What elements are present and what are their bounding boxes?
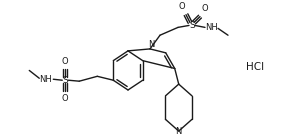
Text: HCl: HCl <box>246 61 264 72</box>
Text: O: O <box>202 4 208 13</box>
Text: O: O <box>62 94 69 103</box>
Text: NH: NH <box>206 23 218 32</box>
Text: O: O <box>179 2 185 11</box>
Text: S: S <box>189 21 195 30</box>
Text: O: O <box>62 57 69 66</box>
Text: NH: NH <box>39 75 52 84</box>
Text: N: N <box>148 40 154 49</box>
Text: N: N <box>176 127 182 136</box>
Text: S: S <box>62 76 68 85</box>
